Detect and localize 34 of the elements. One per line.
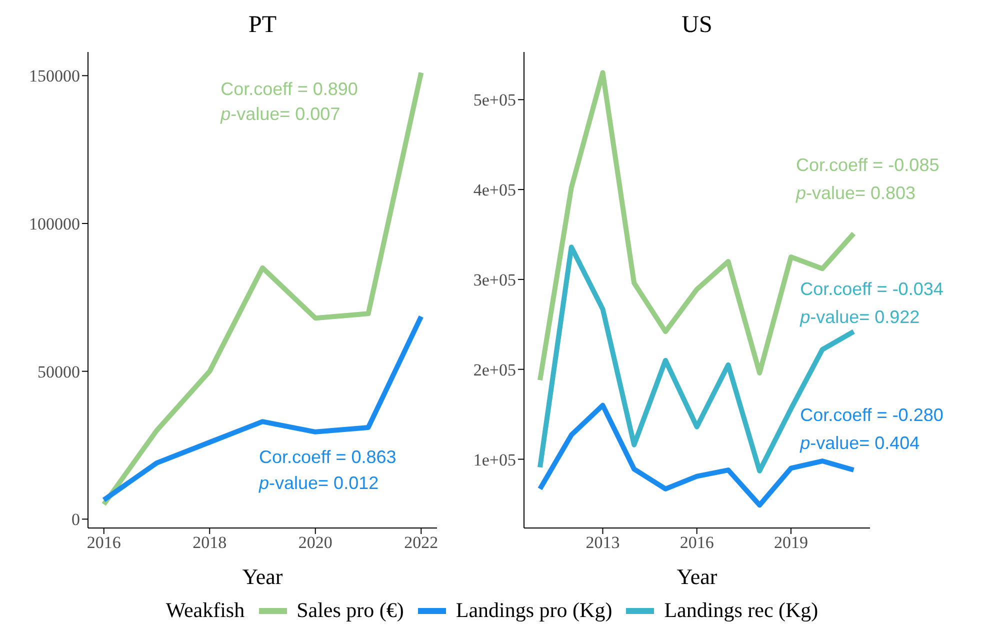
legend-title: Weakfish: [166, 598, 245, 623]
legend-label: Landings pro (Kg): [456, 598, 612, 623]
annotation: Cor.coeff = 0.863: [259, 446, 396, 468]
annotation: Cor.coeff = -0.085: [796, 154, 940, 176]
legend-label: Landings rec (Kg): [664, 598, 818, 623]
x-tick-label: 2013: [586, 533, 620, 552]
y-tick-label: 3e+05: [473, 270, 516, 290]
y-tick-label: 0: [72, 510, 80, 530]
x-axis-title: Year: [242, 564, 284, 589]
annotation: p-value= 0.012: [259, 472, 379, 494]
annotation: p-value= 0.404: [800, 432, 920, 454]
chart-title: US: [680, 12, 714, 39]
x-tick-label: 2020: [298, 533, 332, 552]
annotation: Cor.coeff = -0.034: [800, 278, 944, 300]
annotation: p-value= 0.007: [220, 103, 340, 126]
legend-label: Sales pro (€): [296, 598, 404, 623]
y-tick-label: 1e+05: [473, 450, 516, 470]
y-tick-label: 150000: [29, 66, 80, 86]
x-tick-label: 2018: [192, 533, 227, 552]
y-tick-label: 50000: [38, 362, 80, 382]
x-tick-label: 2022: [404, 533, 438, 552]
x-tick-label: 2016: [680, 533, 714, 552]
y-tick-label: 100000: [29, 214, 80, 234]
y-tick-label: 5e+05: [473, 90, 516, 110]
x-tick-label: 2019: [774, 533, 808, 552]
annotation: Cor.coeff = -0.280: [800, 404, 944, 426]
annotation: Cor.coeff = 0.890: [220, 78, 358, 100]
chart-title: PT: [247, 12, 278, 39]
y-tick-label: 2e+05: [473, 360, 516, 380]
y-tick-label: 4e+05: [473, 180, 516, 200]
annotation: p-value= 0.922: [800, 306, 920, 328]
annotation: p-value= 0.803: [796, 182, 916, 204]
x-tick-label: 2016: [86, 533, 121, 552]
x-axis-title: Year: [676, 564, 718, 589]
